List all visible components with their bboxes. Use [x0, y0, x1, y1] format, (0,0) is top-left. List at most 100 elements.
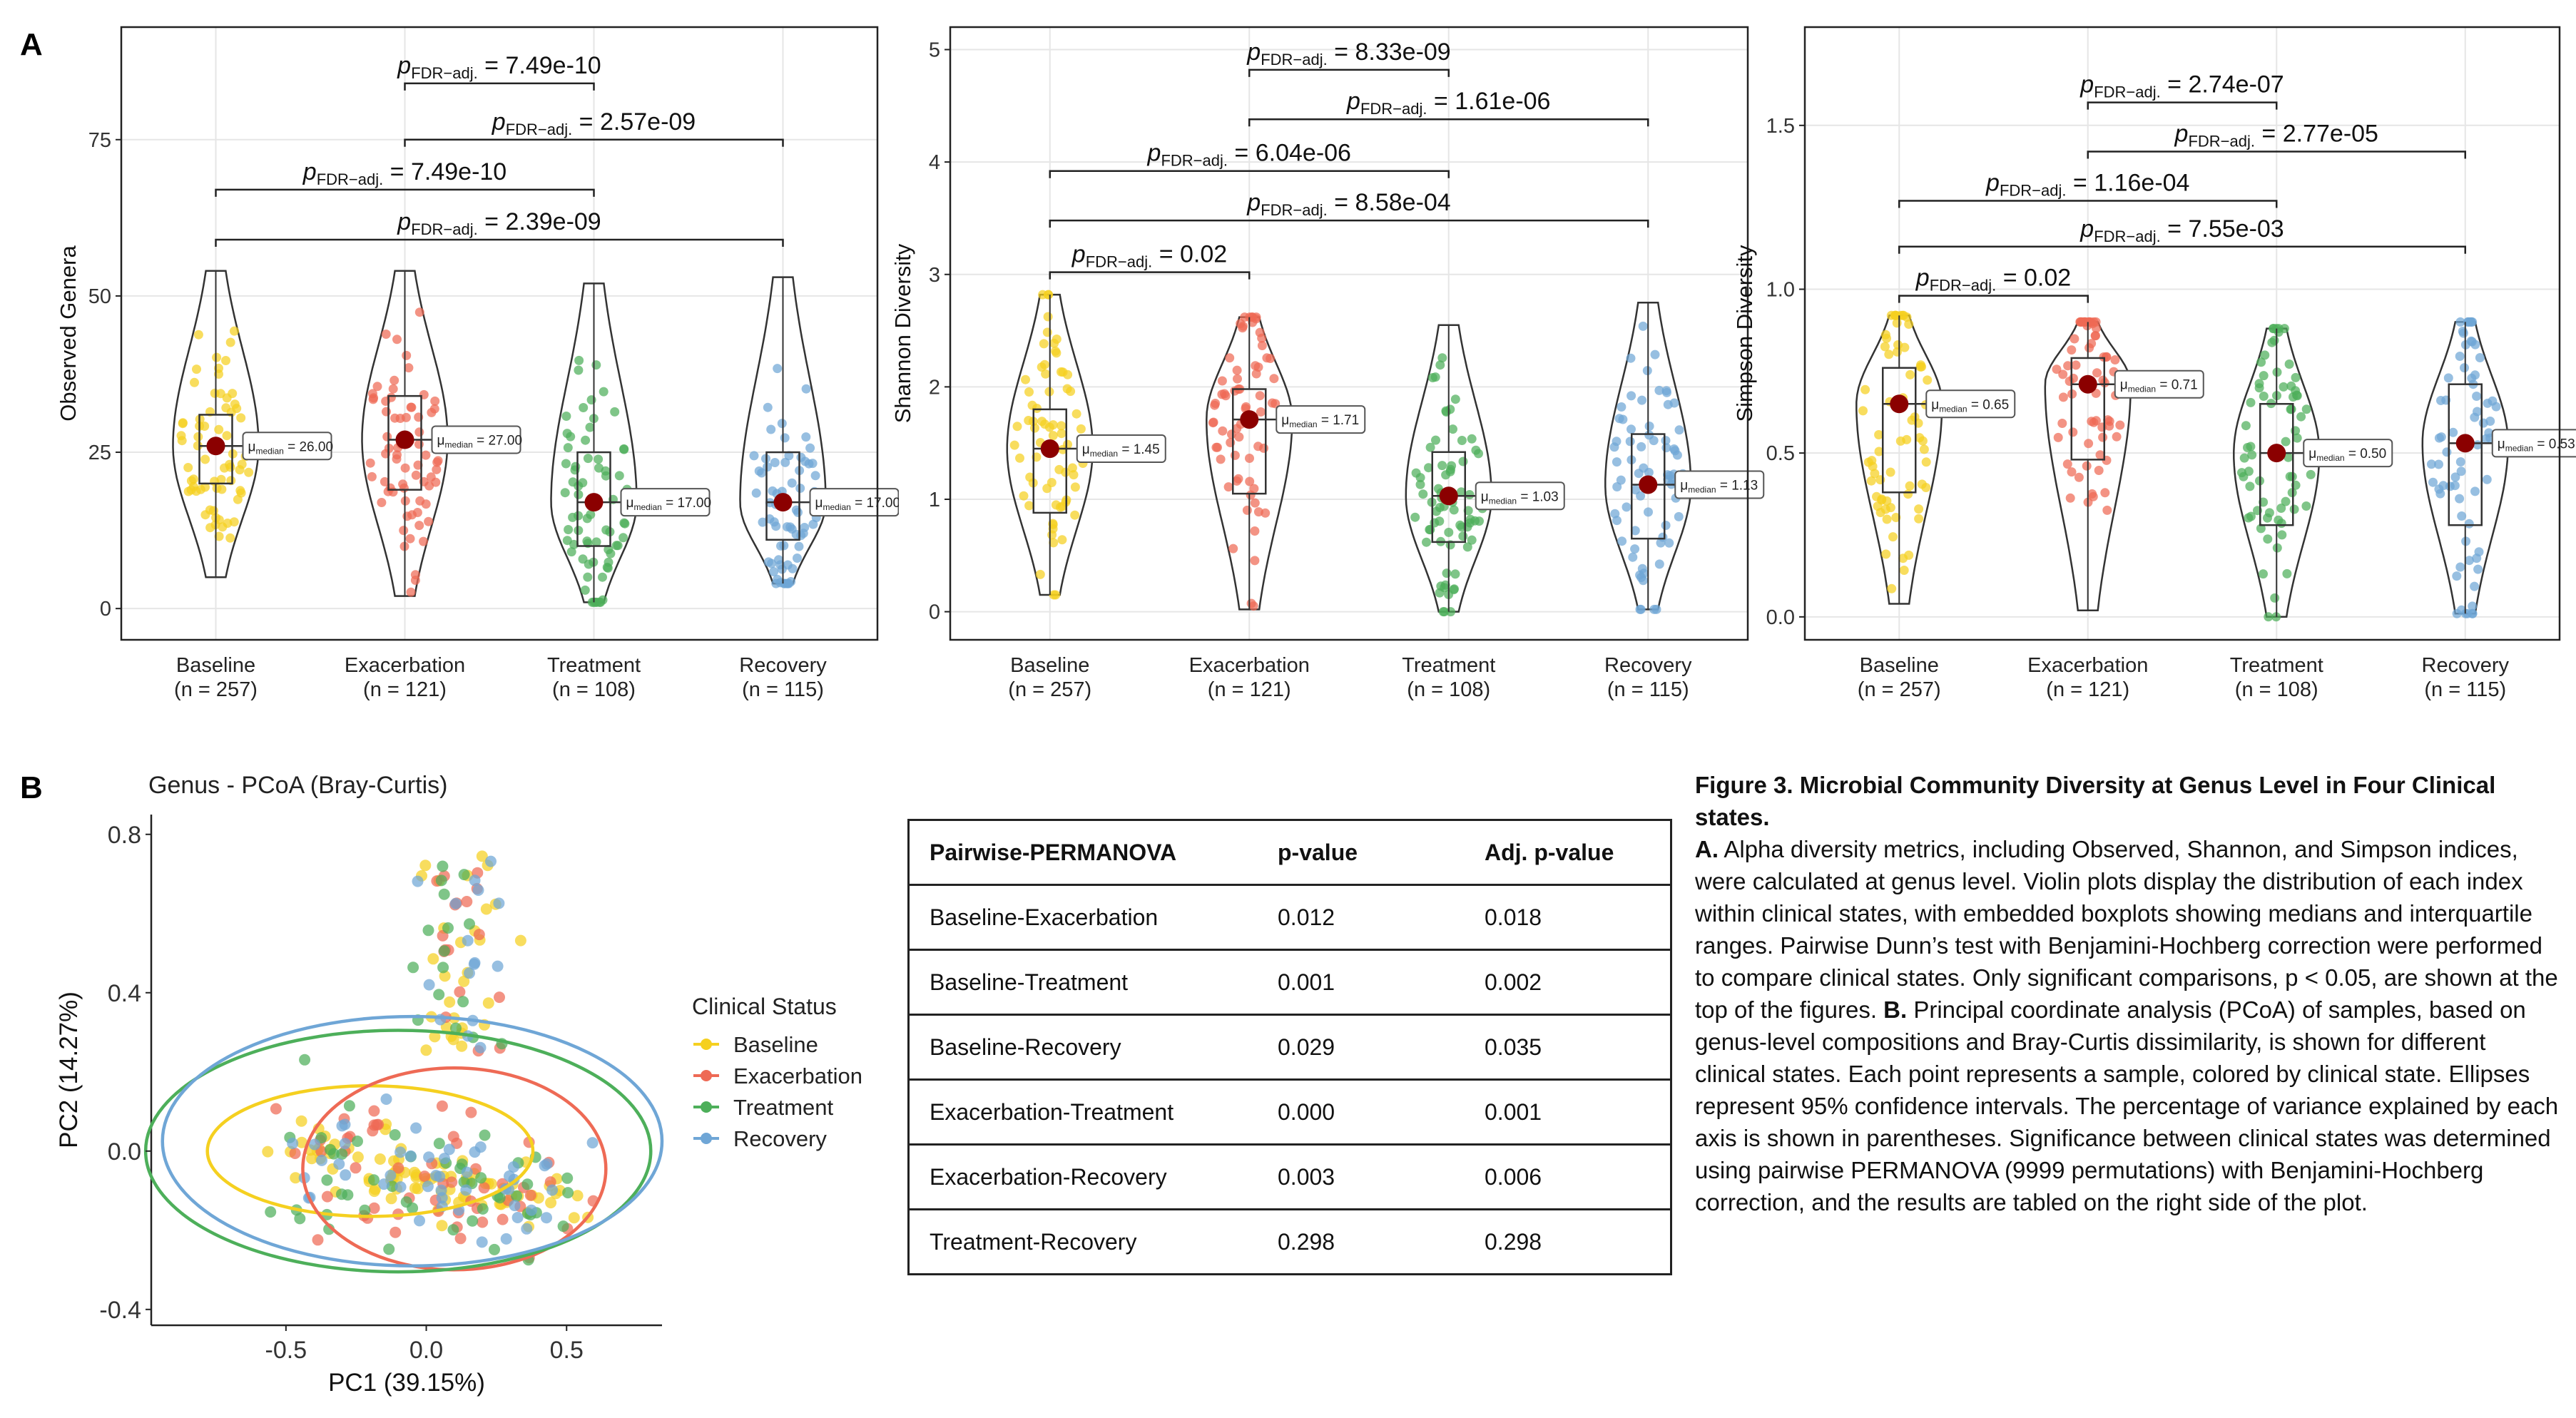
- data-point: [1649, 604, 1659, 614]
- data-point: [1442, 568, 1452, 578]
- median-label: μmedian = 0.71: [2120, 378, 2198, 394]
- violin-outline: [1604, 301, 1692, 611]
- x-tick-label: Baseline: [176, 654, 255, 677]
- data-point: [1049, 538, 1059, 548]
- pcoa-point: [368, 1105, 380, 1117]
- data-point: [1626, 391, 1636, 401]
- data-point: [1891, 513, 1901, 522]
- y-tick-label: 25: [88, 442, 111, 464]
- data-point: [587, 597, 597, 607]
- data-point: [1250, 498, 1260, 508]
- pcoa-point: [568, 1212, 580, 1224]
- pcoa-point: [419, 860, 432, 872]
- data-point: [1661, 443, 1671, 453]
- data-point: [388, 384, 398, 394]
- y-axis-title: Observed Genera: [56, 245, 81, 422]
- data-point: [2246, 397, 2256, 407]
- pcoa-point: [571, 1190, 584, 1202]
- data-point: [2256, 524, 2266, 534]
- data-point: [1450, 394, 1460, 404]
- p-value-label: pFDR−adj. = 1.61e-06: [1346, 88, 1550, 118]
- table-cell: 0.001: [1465, 1078, 1671, 1146]
- pcoa-point: [290, 1172, 302, 1184]
- data-point: [1467, 434, 1477, 444]
- pcoa-point: [423, 979, 435, 991]
- data-point: [574, 489, 584, 499]
- data-point: [1071, 409, 1081, 419]
- data-point: [192, 364, 201, 374]
- data-point: [561, 459, 571, 469]
- data-point: [2100, 488, 2110, 498]
- pcoa-point: [378, 1178, 390, 1190]
- median-label: μmedian = 0.53: [2498, 437, 2575, 453]
- median-point: [1439, 486, 1458, 506]
- data-point: [200, 454, 210, 464]
- pcoa-point: [467, 1215, 479, 1227]
- data-point: [2467, 337, 2477, 347]
- data-point: [1880, 342, 1890, 352]
- data-point: [1458, 531, 1468, 541]
- data-point: [780, 433, 790, 443]
- data-point: [604, 557, 614, 567]
- legend-key-point: [701, 1133, 712, 1144]
- data-point: [2053, 432, 2063, 442]
- x-count-label: (n = 257): [1008, 678, 1091, 701]
- pcoa-point: [437, 962, 449, 974]
- data-point: [769, 517, 779, 527]
- pcoa-point: [539, 1160, 551, 1172]
- data-point: [1626, 353, 1636, 363]
- data-point: [1410, 512, 1420, 522]
- pcoa-point: [433, 989, 445, 1001]
- data-point: [2237, 468, 2246, 478]
- pcoa-point: [469, 957, 481, 969]
- pcoa-point: [369, 1183, 381, 1195]
- data-point: [2267, 337, 2277, 347]
- data-point: [1039, 359, 1049, 369]
- data-point: [805, 443, 815, 453]
- data-point: [2455, 317, 2465, 327]
- data-point: [2428, 477, 2438, 487]
- pcoa-point: [454, 1233, 467, 1245]
- data-point: [1639, 463, 1649, 473]
- data-point: [392, 335, 402, 345]
- comparison-bracket: [404, 138, 784, 147]
- pcoa-point: [380, 1093, 392, 1105]
- data-point: [780, 457, 790, 467]
- data-point: [410, 576, 420, 585]
- pcoa-point: [474, 1041, 487, 1054]
- data-point: [365, 458, 375, 468]
- data-point: [2488, 396, 2498, 406]
- median-point: [2455, 434, 2475, 453]
- pcoa-point: [294, 1213, 306, 1225]
- table-cell: 0.000: [1258, 1078, 1465, 1146]
- table-cell: Treatment-Recovery: [908, 1208, 1258, 1275]
- data-point: [1923, 375, 1933, 385]
- x-count-label: (n = 257): [174, 678, 258, 701]
- comparison-bracket: [1898, 295, 2089, 303]
- data-point: [222, 431, 232, 441]
- data-point: [431, 477, 441, 487]
- pcoa-point: [457, 996, 469, 1008]
- median-label-box: [1925, 389, 2016, 419]
- caption-title: Figure 3. Microbial Community Diversity …: [1695, 772, 2496, 830]
- pcoa-point: [514, 934, 526, 947]
- pcoa-point: [407, 962, 419, 974]
- data-point: [1654, 385, 1664, 395]
- median-label-box: [809, 488, 899, 517]
- pcoa-point: [394, 1181, 407, 1193]
- data-point: [594, 454, 604, 464]
- data-point: [620, 519, 630, 529]
- data-point: [798, 529, 808, 539]
- data-point: [1076, 424, 1086, 434]
- data-point: [583, 572, 593, 582]
- data-point: [1882, 333, 1891, 343]
- data-point: [596, 597, 606, 607]
- data-point: [1430, 518, 1440, 528]
- median-point: [1890, 394, 1909, 414]
- data-point: [414, 427, 424, 437]
- data-point: [1448, 424, 1457, 434]
- data-point: [1661, 436, 1671, 446]
- table-cell: Baseline-Exacerbation: [908, 884, 1258, 951]
- pcoa-point: [392, 1162, 404, 1174]
- data-point: [412, 508, 422, 517]
